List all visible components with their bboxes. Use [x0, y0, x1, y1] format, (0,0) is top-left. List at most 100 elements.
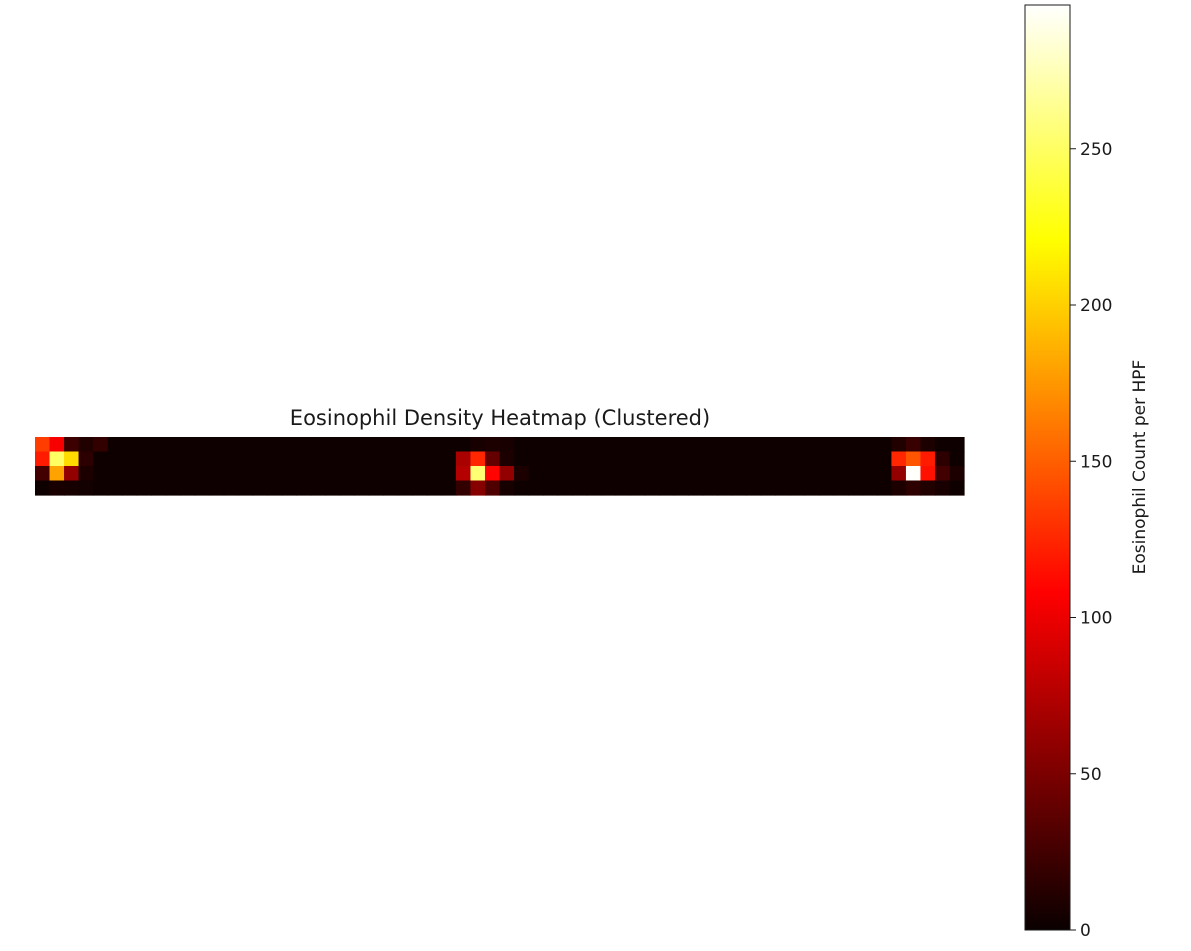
heatmap-cell — [673, 437, 689, 453]
heatmap-cell — [441, 466, 457, 482]
heatmap-cell — [484, 451, 501, 467]
heatmap-cell — [107, 451, 123, 467]
heatmap-cell — [354, 480, 370, 496]
heatmap-cell — [717, 437, 733, 453]
heatmap-cell — [368, 437, 384, 453]
heatmap-cell — [818, 466, 834, 482]
heatmap-cell — [659, 437, 675, 453]
heatmap-cell — [717, 480, 733, 496]
heatmap-cell — [876, 480, 893, 496]
heatmap-cell — [223, 480, 239, 496]
heatmap-cell — [383, 437, 399, 453]
heatmap-cell — [267, 437, 283, 453]
heatmap-cell — [35, 437, 51, 453]
heatmap-cell — [412, 466, 428, 482]
heatmap-cell — [673, 451, 689, 467]
heatmap-cell — [455, 466, 472, 482]
heatmap-cell — [281, 466, 297, 482]
heatmap-cell — [93, 451, 109, 467]
heatmap-cell — [775, 466, 791, 482]
heatmap-cell — [151, 480, 167, 496]
heatmap-cell — [209, 466, 225, 482]
heatmap-cell — [833, 437, 849, 453]
heatmap-cell — [339, 480, 355, 496]
heatmap-cell — [818, 437, 834, 453]
heatmap-cell — [601, 480, 617, 496]
heatmap-cell — [296, 451, 312, 467]
heatmap-cell — [934, 437, 951, 453]
heatmap-cell — [731, 451, 747, 467]
heatmap-cell — [659, 451, 675, 467]
heatmap-cell — [789, 437, 805, 453]
heatmap-cell — [760, 480, 776, 496]
heatmap-cell — [426, 451, 443, 467]
colorbar-tick-label: 250 — [1080, 140, 1112, 160]
heatmap-cell — [630, 466, 646, 482]
heatmap-cell — [78, 466, 94, 482]
heatmap-cell — [688, 480, 704, 496]
heatmap-cell — [151, 437, 167, 453]
heatmap-cell — [601, 437, 617, 453]
heatmap-cell — [847, 480, 863, 496]
heatmap-cell — [702, 437, 718, 453]
heatmap-cell — [180, 466, 196, 482]
heatmap-cell — [934, 466, 951, 482]
heatmap-cell — [238, 480, 254, 496]
heatmap-cell — [310, 466, 326, 482]
heatmap-cell — [528, 437, 544, 453]
heatmap-cell — [543, 466, 559, 482]
colorbar-tick-label: 0 — [1080, 921, 1091, 941]
heatmap-cell — [165, 437, 181, 453]
heatmap-cell — [412, 437, 428, 453]
heatmap-cell — [412, 480, 428, 496]
heatmap-cell — [180, 480, 196, 496]
heatmap-cell — [397, 451, 414, 467]
heatmap-cell — [136, 451, 152, 467]
heatmap-cell — [644, 480, 660, 496]
heatmap-cell — [949, 480, 965, 496]
heatmap-cell — [717, 466, 733, 482]
heatmap-cell — [180, 451, 196, 467]
heatmap-cell — [426, 480, 443, 496]
heatmap-cell — [64, 480, 80, 496]
heatmap-cell — [165, 480, 181, 496]
heatmap-cell — [310, 480, 326, 496]
heatmap-cell — [93, 480, 109, 496]
heatmap-cell — [325, 480, 341, 496]
heatmap-cell — [64, 451, 80, 467]
heatmap-cell — [441, 437, 457, 453]
heatmap-cell — [731, 480, 747, 496]
heatmap-cell — [368, 480, 384, 496]
heatmap-cell — [470, 451, 486, 467]
heatmap-cell — [194, 451, 210, 467]
heatmap-cell — [586, 451, 602, 467]
heatmap-cell — [572, 451, 588, 467]
heatmap-cell — [238, 466, 254, 482]
heatmap-cell — [905, 437, 922, 453]
heatmap-cell — [310, 451, 326, 467]
heatmap-cell — [514, 480, 530, 496]
heatmap-cell — [78, 437, 94, 453]
heatmap-cell — [804, 480, 820, 496]
heatmap-cell — [789, 451, 805, 467]
heatmap-cell — [325, 466, 341, 482]
heatmap-cell — [499, 466, 515, 482]
heatmap-cell — [426, 466, 443, 482]
heatmap-cell — [455, 437, 472, 453]
heatmap-cell — [455, 480, 472, 496]
heatmap-cell — [876, 466, 893, 482]
heatmap-cell — [368, 466, 384, 482]
heatmap-cell — [760, 451, 776, 467]
heatmap-cell — [920, 451, 936, 467]
heatmap-cell — [557, 480, 573, 496]
heatmap-cell — [296, 466, 312, 482]
heatmap-cell — [484, 466, 501, 482]
heatmap-cell — [876, 451, 893, 467]
heatmap-cell — [528, 480, 544, 496]
heatmap-cell — [862, 466, 878, 482]
heatmap-cell — [615, 437, 631, 453]
heatmap-cell — [615, 466, 631, 482]
heatmap-cell — [64, 466, 80, 482]
heatmap-cell — [223, 451, 239, 467]
